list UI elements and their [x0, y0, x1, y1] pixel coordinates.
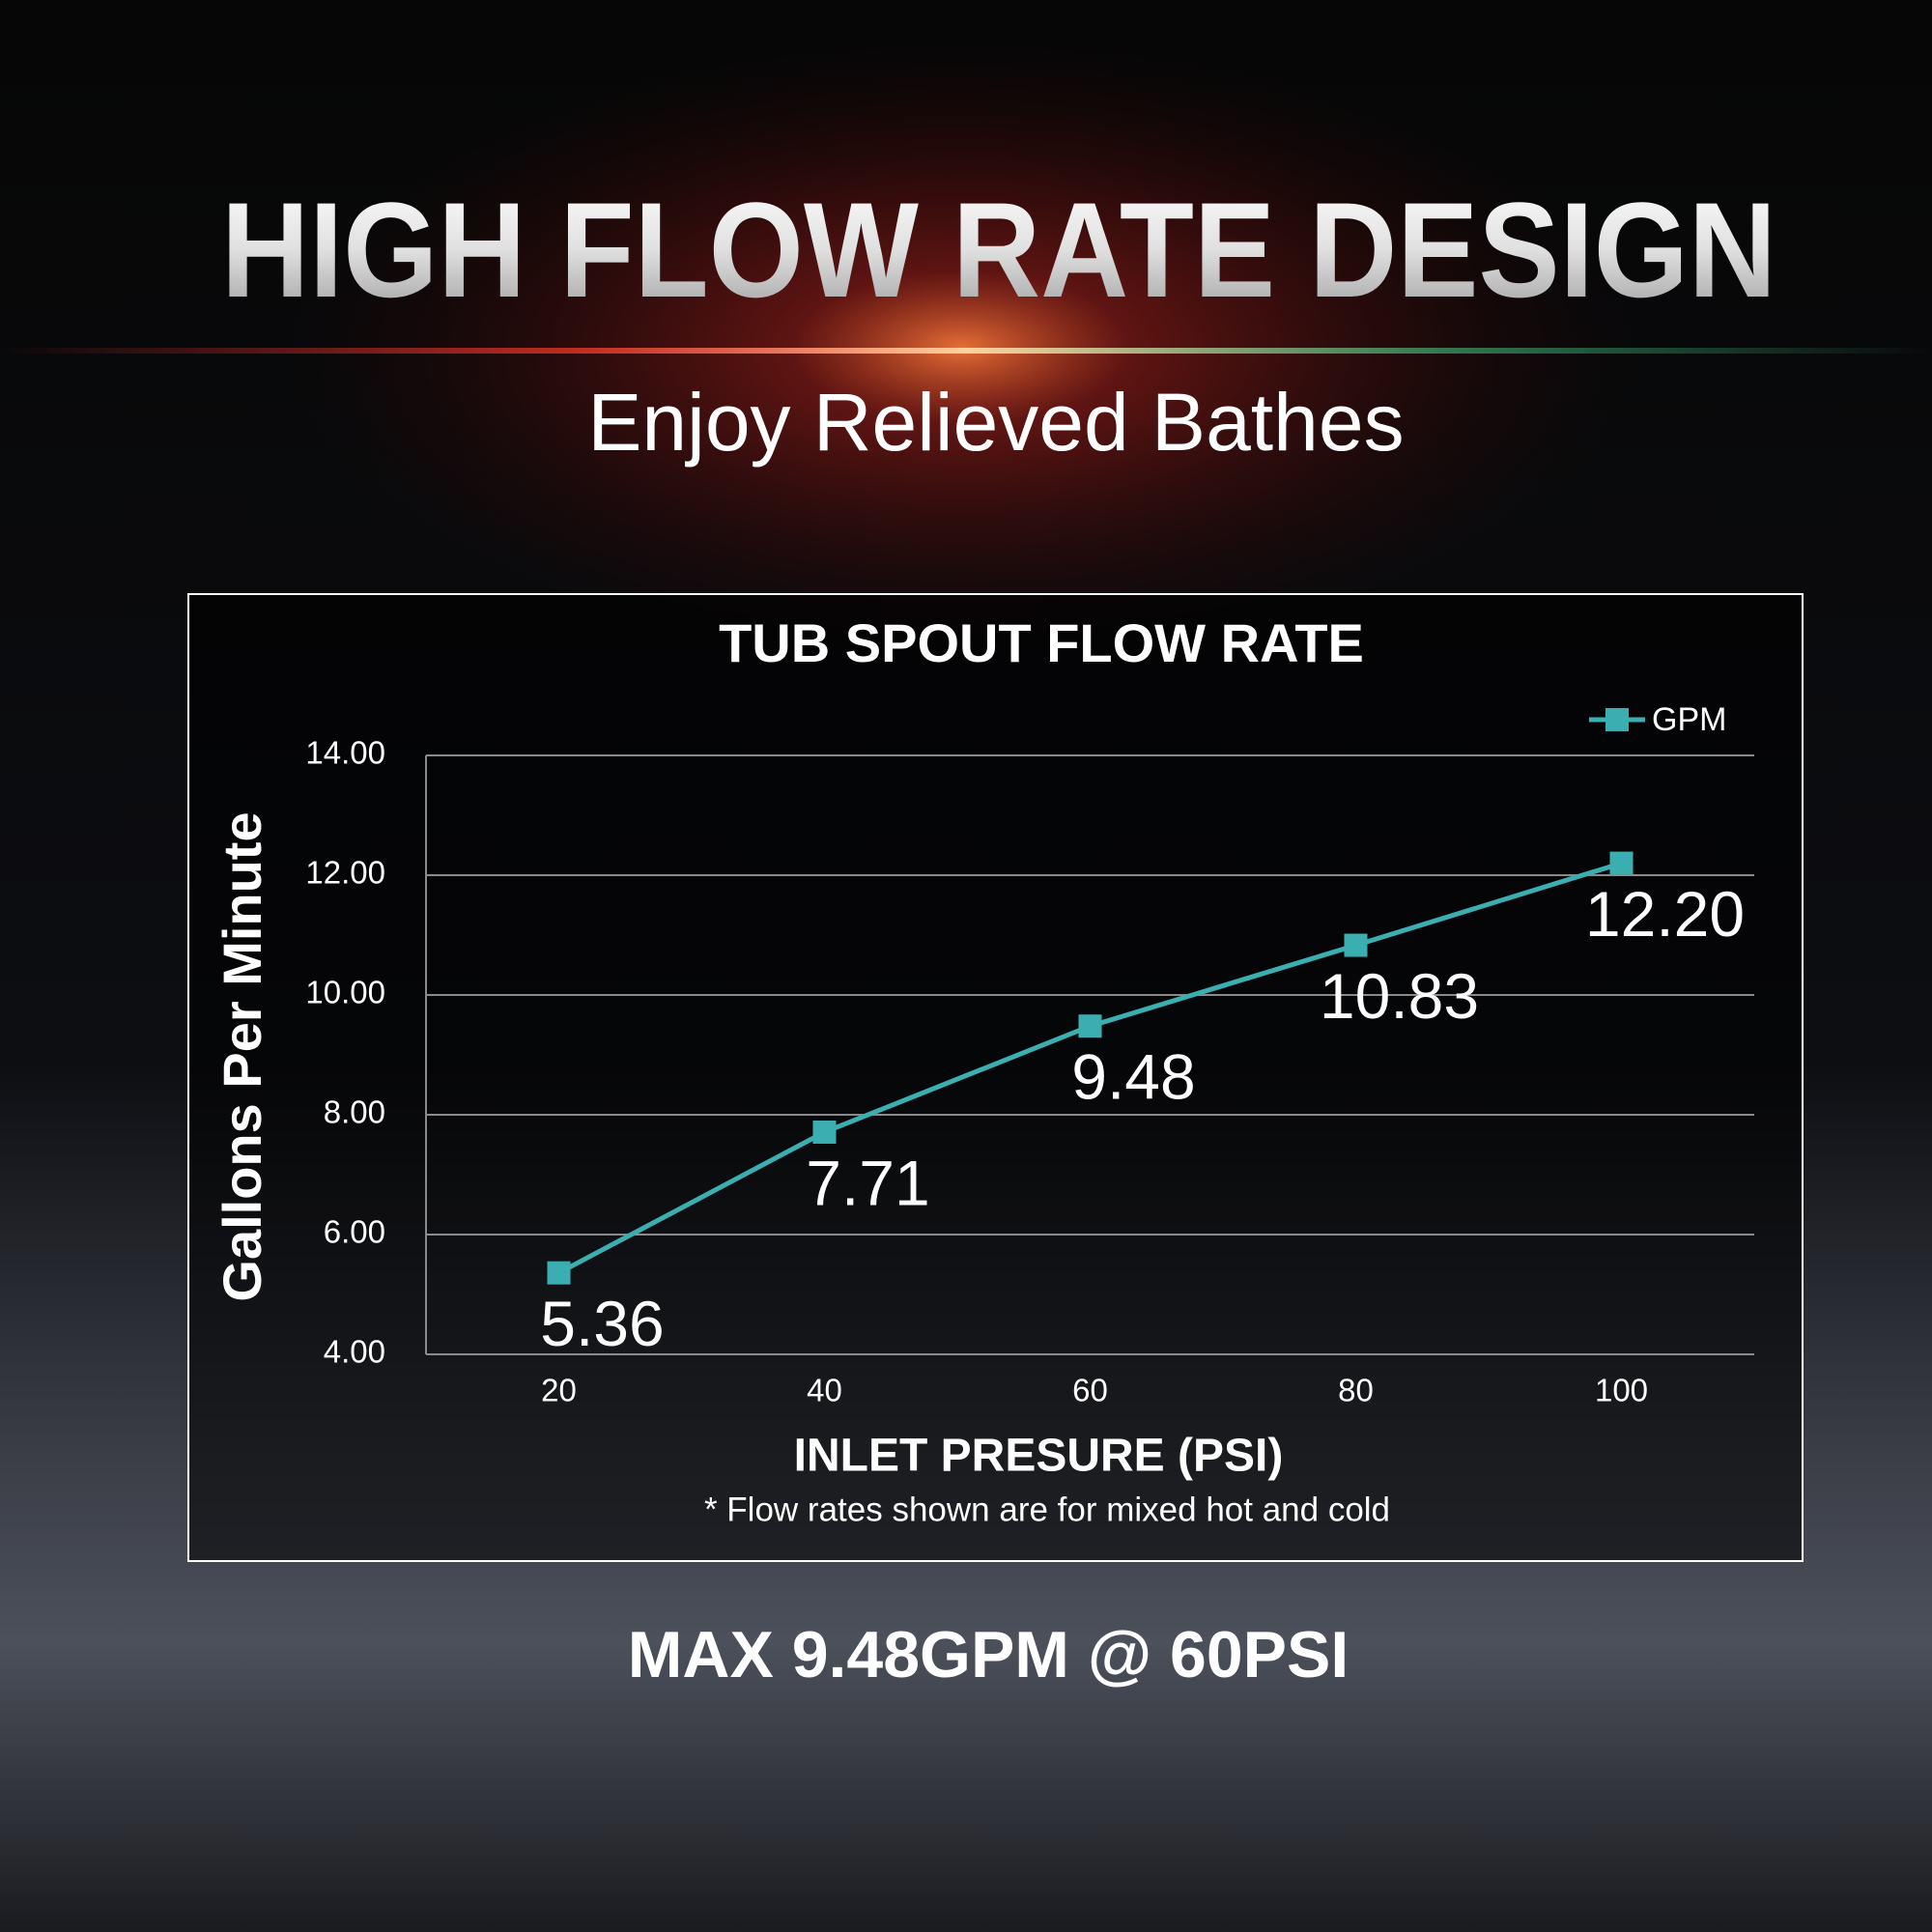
data-label: 12.20	[1585, 878, 1745, 950]
x-axis-label: INLET PRESURE (PSI)	[794, 1431, 1284, 1482]
x-tick-label: 20	[541, 1373, 577, 1408]
x-tick-label: 80	[1338, 1373, 1374, 1408]
data-label: 10.83	[1320, 960, 1479, 1032]
x-tick-label: 100	[1595, 1373, 1648, 1408]
x-tick-label: 40	[807, 1373, 842, 1408]
plot: 4.00 6.00 8.00 10.00 12.00 14.00 20 40 60 80 100 5.…	[305, 701, 1754, 1408]
point-marker	[812, 1120, 837, 1144]
data-label: 9.48	[1071, 1041, 1195, 1113]
point-marker	[1344, 933, 1368, 957]
chart-title: TUB SPOUT FLOW RATE	[719, 612, 1364, 673]
lens-flare	[0, 348, 1932, 354]
point-marker	[1078, 1014, 1102, 1038]
data-label: 7.71	[806, 1147, 929, 1218]
y-axis-label: Gallons Per Minute	[212, 811, 272, 1301]
y-tick-label: 12.00	[305, 855, 385, 891]
legend-marker	[1605, 708, 1629, 731]
y-tick-label: 8.00	[324, 1094, 385, 1130]
y-tick-label: 6.00	[324, 1214, 385, 1250]
y-tick-label: 4.00	[324, 1334, 385, 1370]
point-marker	[547, 1261, 571, 1285]
legend-label: GPM	[1652, 701, 1726, 738]
subtitle: Enjoy Relieved Bathes	[587, 377, 1404, 468]
x-tick-label: 60	[1072, 1373, 1108, 1408]
point-marker	[1609, 851, 1634, 875]
data-label: 5.36	[540, 1288, 664, 1359]
headline: HIGH FLOW RATE DESIGN	[221, 174, 1776, 326]
y-tick-label: 14.00	[305, 735, 385, 771]
chart-note: * Flow rates shown are for mixed hot and…	[704, 1491, 1390, 1528]
chart-frame	[187, 593, 1804, 1562]
y-tick-label: 10.00	[305, 975, 385, 1010]
footer-text: MAX 9.48GPM @ 60PSI	[628, 1618, 1350, 1691]
